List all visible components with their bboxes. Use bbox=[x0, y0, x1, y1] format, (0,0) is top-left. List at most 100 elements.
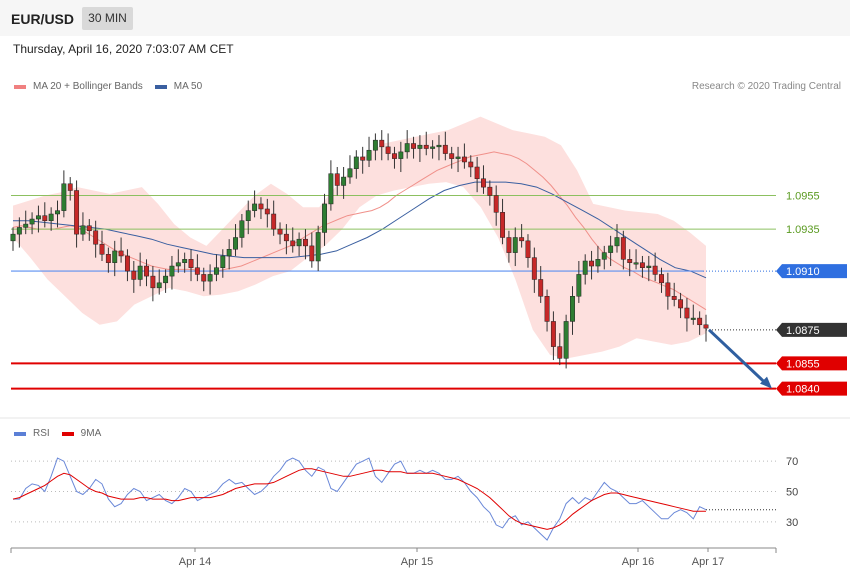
forecast-line bbox=[707, 328, 768, 385]
candle-body bbox=[474, 166, 480, 179]
forecast-arrow bbox=[707, 328, 772, 389]
candle-body bbox=[233, 237, 238, 250]
candle-body bbox=[67, 183, 73, 191]
level-badge-1.0910 bbox=[776, 264, 847, 279]
candle-body bbox=[627, 259, 633, 263]
candle-body bbox=[29, 218, 35, 225]
ma9-legend-label: 9MA bbox=[80, 428, 102, 439]
x-tick-label: Apr 14 bbox=[179, 556, 211, 568]
timeframe-button[interactable]: 30 MIN bbox=[82, 7, 133, 30]
candle-body bbox=[220, 255, 226, 268]
candle-body bbox=[665, 282, 671, 297]
x-axis: Apr 14 Apr 15 Apr 16 Apr 17 bbox=[10, 547, 777, 568]
candle-body bbox=[589, 260, 595, 267]
candle-body bbox=[315, 232, 321, 262]
candle-body bbox=[519, 237, 525, 242]
level-badge-1.0855 bbox=[776, 356, 847, 371]
candle-body bbox=[341, 176, 347, 186]
ma50-line bbox=[13, 181, 707, 279]
candle-body bbox=[487, 186, 493, 196]
chart-timestamp: Thursday, April 16, 2020 7:03:07 AM CET bbox=[13, 42, 234, 56]
candle-body bbox=[303, 238, 308, 247]
rsi-tick-50: 50 bbox=[786, 487, 798, 499]
candle-body bbox=[417, 144, 423, 149]
rsi-tick-30: 30 bbox=[786, 517, 798, 529]
candle-body bbox=[328, 173, 334, 205]
price-levels: 1.0955 1.0935 1.0910 1.0875 1.0855 1.0840 bbox=[11, 191, 847, 396]
rsi-line bbox=[13, 457, 707, 541]
candle-body bbox=[404, 143, 410, 153]
candle-body bbox=[80, 225, 86, 235]
candle-body bbox=[226, 249, 232, 257]
candlesticks bbox=[10, 130, 709, 369]
rsi-tick-70: 70 bbox=[786, 456, 798, 468]
candle-body bbox=[372, 139, 378, 151]
candle-body bbox=[671, 296, 677, 300]
rsi-legend-swatch bbox=[14, 431, 26, 436]
candle-body bbox=[595, 259, 601, 267]
candle-body bbox=[512, 237, 518, 253]
candle-body bbox=[506, 237, 512, 253]
candle-body bbox=[379, 139, 385, 148]
candle-body bbox=[16, 227, 22, 235]
level-label-1.0840: 1.0840 bbox=[786, 384, 820, 396]
rsi-legend: RSI 9MA bbox=[14, 428, 101, 439]
candle-body bbox=[563, 321, 569, 359]
ma50-legend-swatch bbox=[154, 84, 167, 89]
ma50-legend-label: MA 50 bbox=[173, 81, 203, 92]
candle-body bbox=[455, 156, 461, 159]
candle-body bbox=[74, 190, 80, 235]
candle-body bbox=[449, 153, 455, 159]
candle-body bbox=[697, 317, 703, 326]
candle-body bbox=[468, 161, 474, 168]
candle-body bbox=[10, 233, 16, 242]
candle-body bbox=[385, 146, 391, 154]
candle-body bbox=[633, 262, 639, 265]
candle-body bbox=[366, 149, 372, 161]
level-badge-1.0875 bbox=[776, 322, 847, 337]
candle-body bbox=[207, 274, 213, 282]
candle-body bbox=[48, 213, 54, 221]
candle-body bbox=[347, 168, 353, 178]
candle-body bbox=[436, 144, 442, 148]
candle-body bbox=[105, 254, 111, 263]
candle-body bbox=[309, 245, 315, 262]
candle-body bbox=[423, 144, 429, 149]
candle-body bbox=[239, 220, 245, 238]
candle-body bbox=[188, 259, 194, 268]
candle-body bbox=[42, 215, 48, 221]
main-legend: MA 20 + Bollinger Bands MA 50 bbox=[14, 81, 202, 92]
candle-body bbox=[461, 156, 467, 163]
candle-body bbox=[659, 274, 664, 284]
candle-body bbox=[252, 203, 258, 211]
candle-body bbox=[430, 146, 436, 149]
candle-body bbox=[678, 299, 684, 309]
candle-body bbox=[175, 262, 181, 267]
candle-body bbox=[544, 296, 550, 322]
candle-body bbox=[684, 307, 690, 319]
candle-body bbox=[277, 228, 283, 235]
candle-body bbox=[213, 267, 219, 275]
level-label-1.0955: 1.0955 bbox=[786, 191, 820, 203]
header-bar: EUR/USD 30 MIN bbox=[0, 0, 850, 36]
candle-body bbox=[93, 230, 99, 245]
candle-body bbox=[290, 240, 296, 247]
rsi-ma9-line bbox=[12, 468, 706, 530]
x-tick-label: Apr 16 bbox=[622, 556, 654, 568]
candle-body bbox=[201, 274, 207, 282]
ma20-legend-label: MA 20 + Bollinger Bands bbox=[33, 81, 143, 92]
candle-body bbox=[582, 260, 588, 275]
candle-body bbox=[703, 324, 709, 329]
ma9-legend-swatch bbox=[61, 431, 74, 436]
candle-body bbox=[493, 195, 499, 213]
candle-body bbox=[163, 275, 169, 284]
level-label-1.0855: 1.0855 bbox=[786, 358, 820, 370]
candle-body bbox=[245, 210, 251, 221]
candle-body bbox=[620, 237, 626, 260]
candle-body bbox=[194, 267, 200, 275]
candle-body bbox=[392, 153, 397, 159]
candle-body bbox=[169, 265, 175, 277]
candle-body bbox=[144, 265, 149, 277]
level-label-1.0935: 1.0935 bbox=[786, 224, 820, 236]
